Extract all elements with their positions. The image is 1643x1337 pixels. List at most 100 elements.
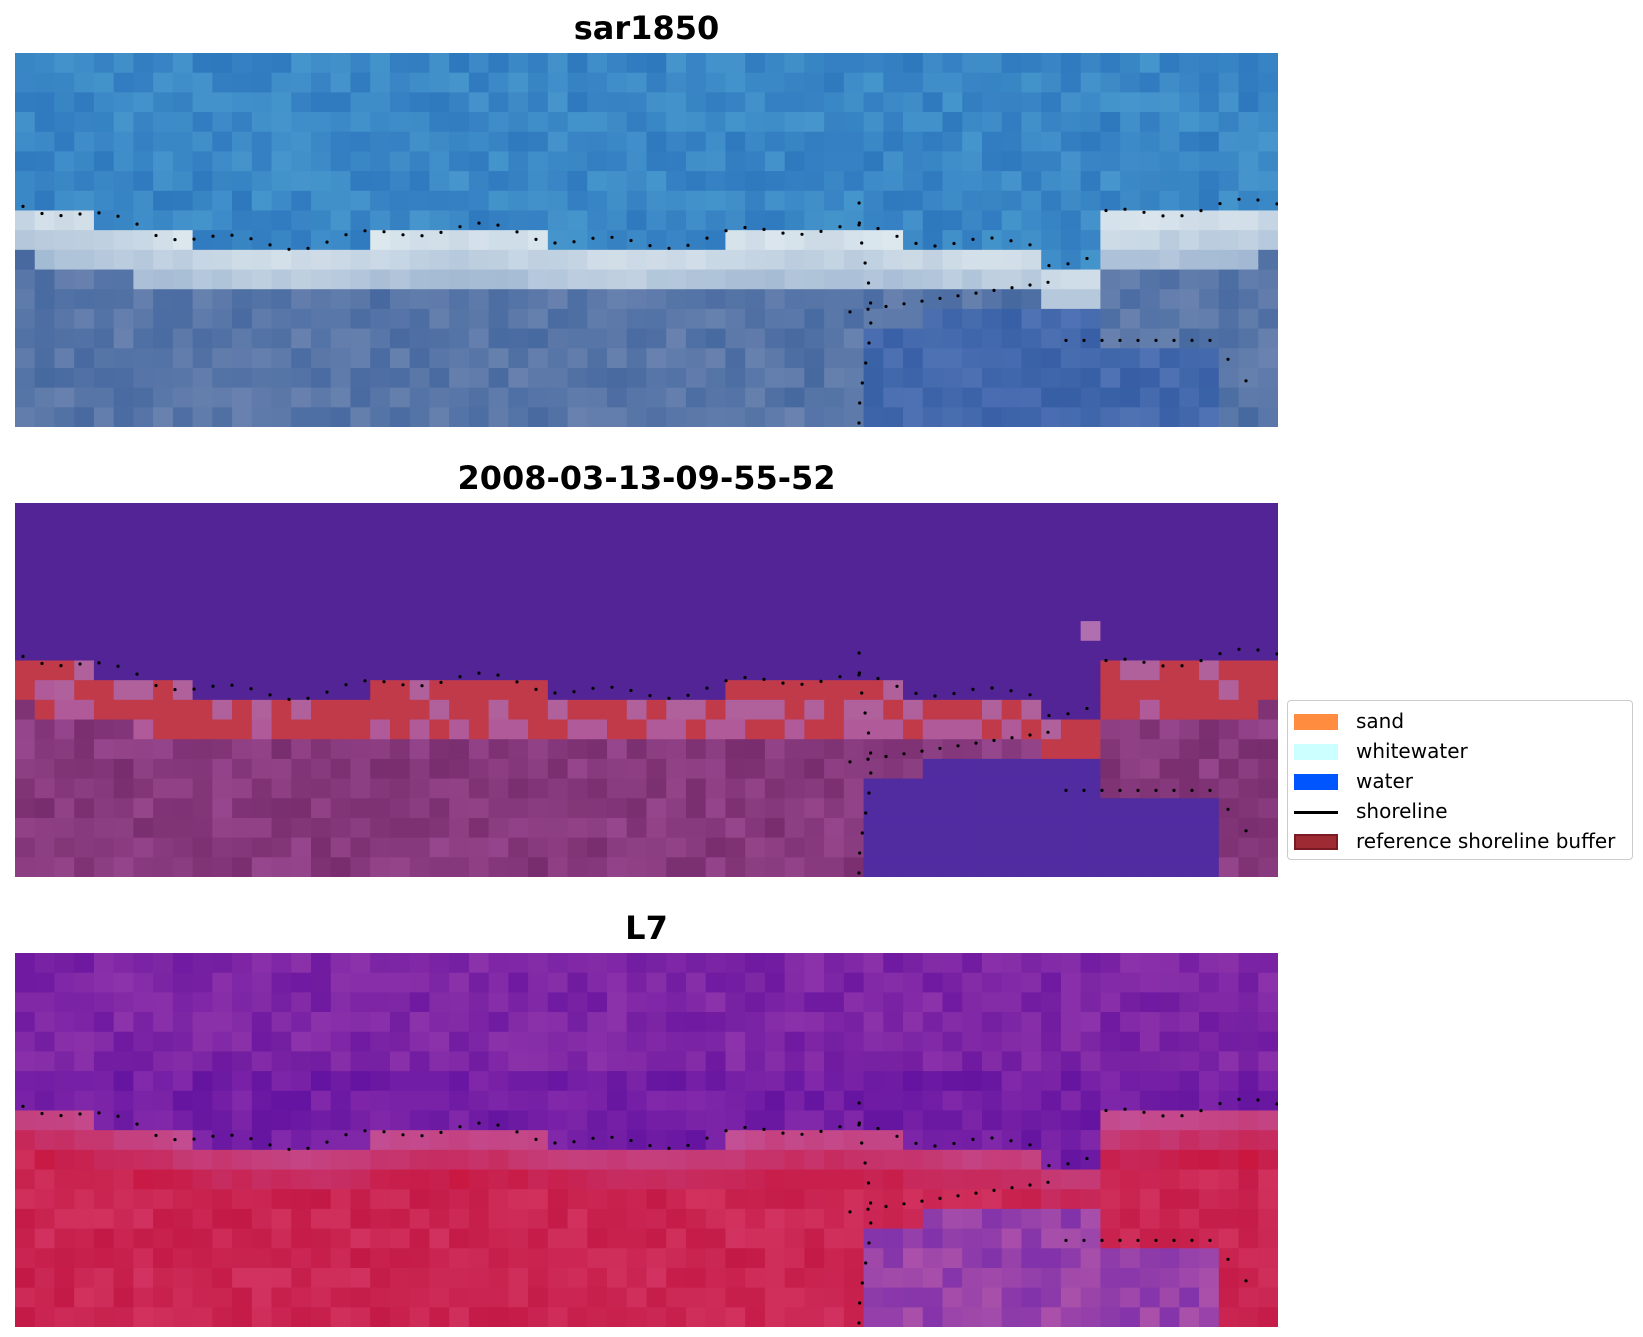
raster-pixel <box>468 562 490 583</box>
raster-pixel <box>1139 1110 1161 1131</box>
raster-pixel <box>685 798 707 819</box>
raster-pixel <box>784 778 805 799</box>
raster-pixel <box>784 112 805 133</box>
raster-pixel <box>93 601 115 622</box>
raster-pixel <box>1218 210 1240 231</box>
raster-pixel <box>133 1248 154 1269</box>
raster-pixel <box>192 269 213 290</box>
raster-pixel <box>962 522 983 543</box>
raster-pixel <box>1021 1090 1042 1112</box>
raster-pixel <box>488 798 509 819</box>
raster-pixel <box>705 621 727 642</box>
raster-pixel <box>547 230 569 251</box>
raster-pixel <box>607 699 628 721</box>
raster-pixel <box>528 328 549 349</box>
raster-pixel <box>488 1071 509 1092</box>
raster-pixel <box>271 1130 292 1151</box>
raster-pixel <box>1041 72 1062 93</box>
raster-pixel <box>784 1130 805 1151</box>
shoreline-point <box>1218 652 1222 656</box>
raster-pixel <box>784 92 805 113</box>
raster-pixel <box>587 562 608 583</box>
raster-pixel <box>824 581 845 603</box>
raster-pixel <box>1199 953 1220 974</box>
raster-pixel <box>34 308 56 330</box>
raster-pixel <box>646 562 667 583</box>
raster-pixel <box>133 1071 154 1092</box>
raster-pixel <box>330 308 352 330</box>
raster-pixel <box>468 857 490 877</box>
raster-pixel <box>843 837 865 858</box>
raster-pixel <box>34 348 56 369</box>
raster-pixel <box>725 171 746 192</box>
raster-pixel <box>370 621 391 642</box>
raster-pixel <box>903 210 924 231</box>
raster-pixel <box>172 151 194 172</box>
shoreline-point <box>629 688 633 693</box>
raster-pixel <box>1218 1307 1240 1327</box>
raster-pixel <box>192 739 213 760</box>
raster-pixel <box>15 1012 36 1033</box>
raster-pixel <box>1179 837 1200 858</box>
raster-pixel <box>725 699 746 721</box>
raster-pixel <box>172 1208 194 1230</box>
raster-pixel <box>133 837 154 858</box>
raster-pixel <box>93 522 115 543</box>
raster-pixel <box>291 131 312 153</box>
raster-pixel <box>1100 289 1121 310</box>
raster-pixel <box>153 699 174 721</box>
raster-pixel <box>981 171 1003 192</box>
raster-pixel <box>1041 1110 1062 1131</box>
raster-pixel <box>528 1248 549 1269</box>
raster-pixel <box>824 1267 845 1289</box>
shoreline-point <box>1237 647 1241 651</box>
raster-pixel <box>1041 972 1062 993</box>
raster-pixel <box>1080 210 1101 231</box>
raster-pixel <box>1159 289 1180 310</box>
raster-pixel <box>34 230 56 251</box>
raster-pixel <box>153 1228 174 1249</box>
raster-pixel <box>1041 112 1062 133</box>
raster-pixel <box>1080 112 1101 133</box>
raster-pixel <box>1258 1130 1278 1151</box>
raster-pixel <box>666 972 687 993</box>
raster-pixel <box>1199 308 1220 330</box>
raster-pixel <box>1120 407 1141 427</box>
raster-pixel <box>1021 1051 1042 1072</box>
raster-pixel <box>508 739 529 760</box>
raster-pixel <box>903 1189 924 1210</box>
raster-pixel <box>745 407 766 427</box>
shoreline-point <box>1154 788 1158 792</box>
raster-pixel <box>646 758 667 780</box>
shoreline-point <box>838 675 842 679</box>
raster-pixel <box>1001 1071 1023 1092</box>
raster-pixel <box>34 151 56 172</box>
raster-pixel <box>370 719 391 740</box>
legend-patch-reference-buffer <box>1294 834 1338 850</box>
raster-pixel <box>370 230 391 251</box>
raster-pixel <box>784 1248 805 1269</box>
raster-pixel <box>153 190 174 212</box>
raster-pixel <box>271 640 292 662</box>
raster-pixel <box>863 407 884 427</box>
raster-pixel <box>567 407 588 427</box>
raster-pixel <box>409 53 431 74</box>
raster-pixel <box>962 1110 983 1131</box>
raster-pixel <box>271 778 292 799</box>
raster-pixel <box>449 778 470 799</box>
raster-pixel <box>962 1031 983 1053</box>
raster-pixel <box>626 1169 648 1190</box>
raster-pixel <box>153 1287 174 1308</box>
raster-pixel <box>666 778 687 799</box>
raster-pixel <box>1139 621 1161 642</box>
raster-pixel <box>133 1189 154 1210</box>
raster-pixel <box>922 542 944 563</box>
raster-pixel <box>883 1071 904 1092</box>
raster-pixel <box>528 837 549 858</box>
raster-pixel <box>804 699 825 721</box>
raster-pixel <box>528 1012 549 1033</box>
raster-pixel <box>133 1130 154 1151</box>
raster-pixel <box>685 269 707 290</box>
raster-pixel <box>705 367 727 389</box>
raster-pixel <box>1001 1031 1023 1053</box>
